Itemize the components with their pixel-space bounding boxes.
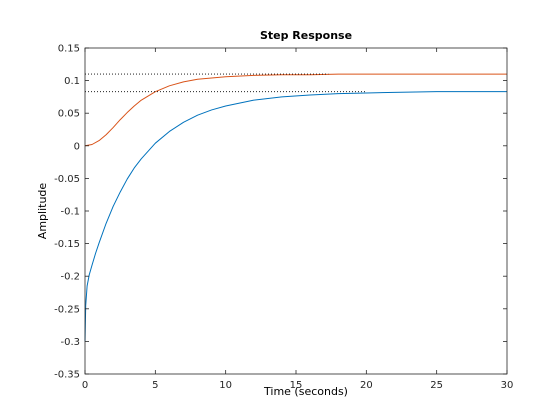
x-tick-label: 20 (360, 380, 373, 391)
x-tick-label: 0 (82, 380, 88, 391)
y-tick-label: -0.05 (54, 174, 80, 185)
y-tick-label: 0 (74, 141, 80, 152)
y-tick-label: -0.35 (54, 370, 80, 381)
plot-area (85, 48, 507, 374)
y-axis-label: Amplitude (36, 183, 49, 240)
series-line-2 (84, 91, 507, 342)
y-tick-label: -0.2 (60, 272, 80, 283)
x-tick-label: 10 (219, 380, 232, 391)
reference-line-layer (85, 73, 367, 93)
chart-title: Step Response (260, 29, 352, 42)
x-tick-label: 30 (501, 380, 514, 391)
series-line-1 (84, 73, 507, 147)
y-tick-label: -0.15 (54, 239, 80, 250)
series-layer (84, 73, 507, 342)
y-tick-label: -0.3 (60, 337, 80, 348)
y-tick-label: 0.05 (58, 109, 80, 120)
y-tick-label: -0.25 (54, 304, 80, 315)
tick-layer: 0 5 10 15 20 25 30 -0.35 -0.3 -0.25 -0.2 -0.15 -0.1 -… (54, 44, 513, 392)
x-axis-label: Time (seconds) (263, 385, 348, 398)
y-tick-label: -0.1 (60, 207, 80, 218)
x-tick-label: 25 (430, 380, 443, 391)
x-tick-label: 5 (152, 380, 158, 391)
y-tick-label: 0.1 (64, 76, 80, 87)
y-tick-label: 0.15 (58, 44, 80, 55)
x-tick-label: 15 (290, 380, 303, 391)
